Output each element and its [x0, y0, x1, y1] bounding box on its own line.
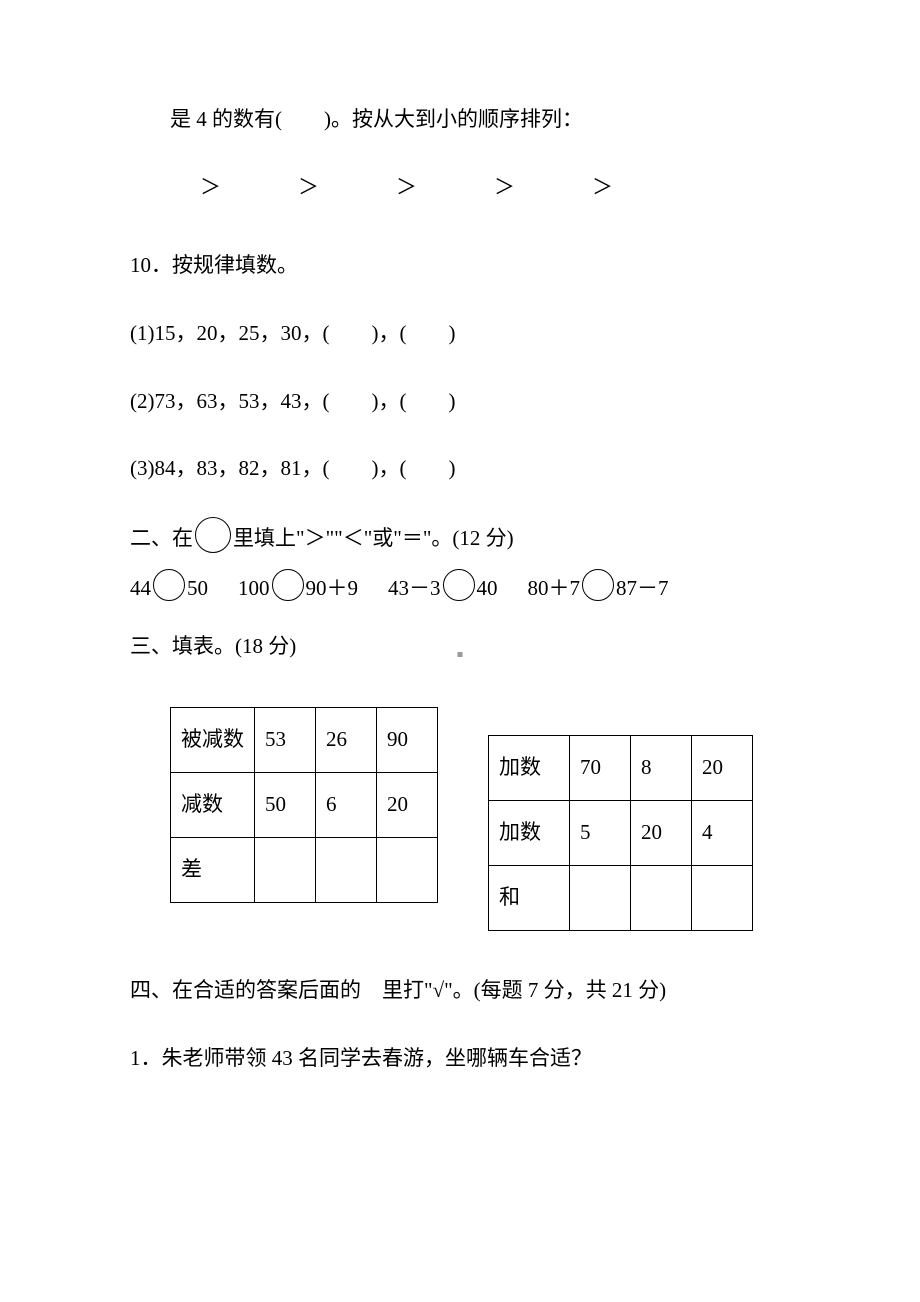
- cell-blank: [377, 837, 438, 902]
- cell-value: 6: [316, 772, 377, 837]
- cell-label: 被减数: [171, 708, 255, 773]
- cell-blank: [316, 837, 377, 902]
- q9-text: 是 4 的数有( )。按从大到小的顺序排列：: [170, 107, 583, 131]
- addition-table: 加数 70 8 20 加数 5 20 4 和: [488, 735, 753, 931]
- compare-c: 43－3 40: [388, 569, 498, 609]
- cell-blank: [255, 837, 316, 902]
- comparison-row: 44 50 100 90＋9 43－3 40 80＋7 87－7: [130, 569, 800, 609]
- ordering-blanks: ＞ ＞ ＞ ＞ ＞: [130, 168, 800, 208]
- cell-value: 50: [255, 772, 316, 837]
- q10-item-1-text: (1)15，20，25，30，( )，( ): [130, 321, 455, 345]
- cell-value: 8: [631, 736, 692, 801]
- compare-a-right: 50: [187, 576, 208, 600]
- cell-value: 53: [255, 708, 316, 773]
- compare-a: 44 50: [130, 569, 208, 609]
- cell-value: 20: [631, 800, 692, 865]
- section-2-prefix: 二、在: [130, 526, 193, 550]
- table-row: 减数 50 6 20: [171, 772, 438, 837]
- cell-value: 26: [316, 708, 377, 773]
- cell-value: 20: [692, 736, 753, 801]
- compare-a-left: 44: [130, 576, 151, 600]
- circle-icon: [195, 517, 231, 553]
- table-row: 被减数 53 26 90: [171, 708, 438, 773]
- q10-item-3: (3)84，83，82，81，( )，( ): [130, 449, 800, 489]
- table-row: 和: [489, 865, 753, 930]
- cell-value: 90: [377, 708, 438, 773]
- gt-symbols: ＞ ＞ ＞ ＞ ＞: [200, 175, 641, 199]
- cell-label: 和: [489, 865, 570, 930]
- cell-value: 20: [377, 772, 438, 837]
- cell-label: 加数: [489, 736, 570, 801]
- q10-item-3-text: (3)84，83，82，81，( )，( ): [130, 456, 455, 480]
- section-4-q1: 1．朱老师带领 43 名同学去春游，坐哪辆车合适？: [130, 1039, 800, 1079]
- cell-label: 减数: [171, 772, 255, 837]
- tables-container: 被减数 53 26 90 减数 50 6 20 差 加数 70: [170, 707, 800, 931]
- section-4-q1-text: 1．朱老师带领 43 名同学去春游，坐哪辆车合适？: [130, 1046, 592, 1070]
- cell-label: 差: [171, 837, 255, 902]
- cell-blank: [692, 865, 753, 930]
- cell-value: 70: [570, 736, 631, 801]
- circle-icon: [582, 569, 614, 601]
- circle-icon: [272, 569, 304, 601]
- circle-icon: [443, 569, 475, 601]
- cell-label: 加数: [489, 800, 570, 865]
- compare-d-left: 80＋7: [528, 576, 581, 600]
- compare-b-left: 100: [238, 576, 270, 600]
- q10-title-text: 10．按规律填数。: [130, 253, 298, 277]
- section-4-title: 四、在合适的答案后面的 里打"√"。(每题 7 分，共 21 分): [130, 971, 800, 1011]
- subtraction-table: 被减数 53 26 90 减数 50 6 20 差: [170, 707, 438, 903]
- compare-b: 100 90＋9: [238, 569, 358, 609]
- compare-d: 80＋7 87－7: [528, 569, 669, 609]
- q10-item-2: (2)73，63，53，43，( )，( ): [130, 382, 800, 422]
- compare-c-left: 43－3: [388, 576, 441, 600]
- question-9-continued: 是 4 的数有( )。按从大到小的顺序排列：: [130, 100, 800, 140]
- cell-value: 4: [692, 800, 753, 865]
- cell-blank: [570, 865, 631, 930]
- compare-b-right: 90＋9: [306, 576, 359, 600]
- section-3-title-text: 三、填表。(18 分): [130, 634, 296, 658]
- cell-blank: [631, 865, 692, 930]
- table-row: 加数 5 20 4: [489, 800, 753, 865]
- compare-d-right: 87－7: [616, 576, 669, 600]
- cell-value: 5: [570, 800, 631, 865]
- compare-c-right: 40: [477, 576, 498, 600]
- q10-item-1: (1)15，20，25，30，( )，( ): [130, 314, 800, 354]
- section-4-title-text: 四、在合适的答案后面的 里打"√"。(每题 7 分，共 21 分): [130, 978, 666, 1002]
- center-marker-icon: [458, 652, 463, 657]
- table-row: 差: [171, 837, 438, 902]
- circle-icon: [153, 569, 185, 601]
- section-2-suffix: 里填上"＞""＜"或"＝"。(12 分): [233, 526, 514, 550]
- question-10-title: 10．按规律填数。: [130, 246, 800, 286]
- section-2-title: 二、在 里填上"＞""＜"或"＝"。(12 分): [130, 517, 800, 559]
- section-3-title: 三、填表。(18 分): [130, 627, 800, 667]
- q10-item-2-text: (2)73，63，53，43，( )，( ): [130, 389, 455, 413]
- table-row: 加数 70 8 20: [489, 736, 753, 801]
